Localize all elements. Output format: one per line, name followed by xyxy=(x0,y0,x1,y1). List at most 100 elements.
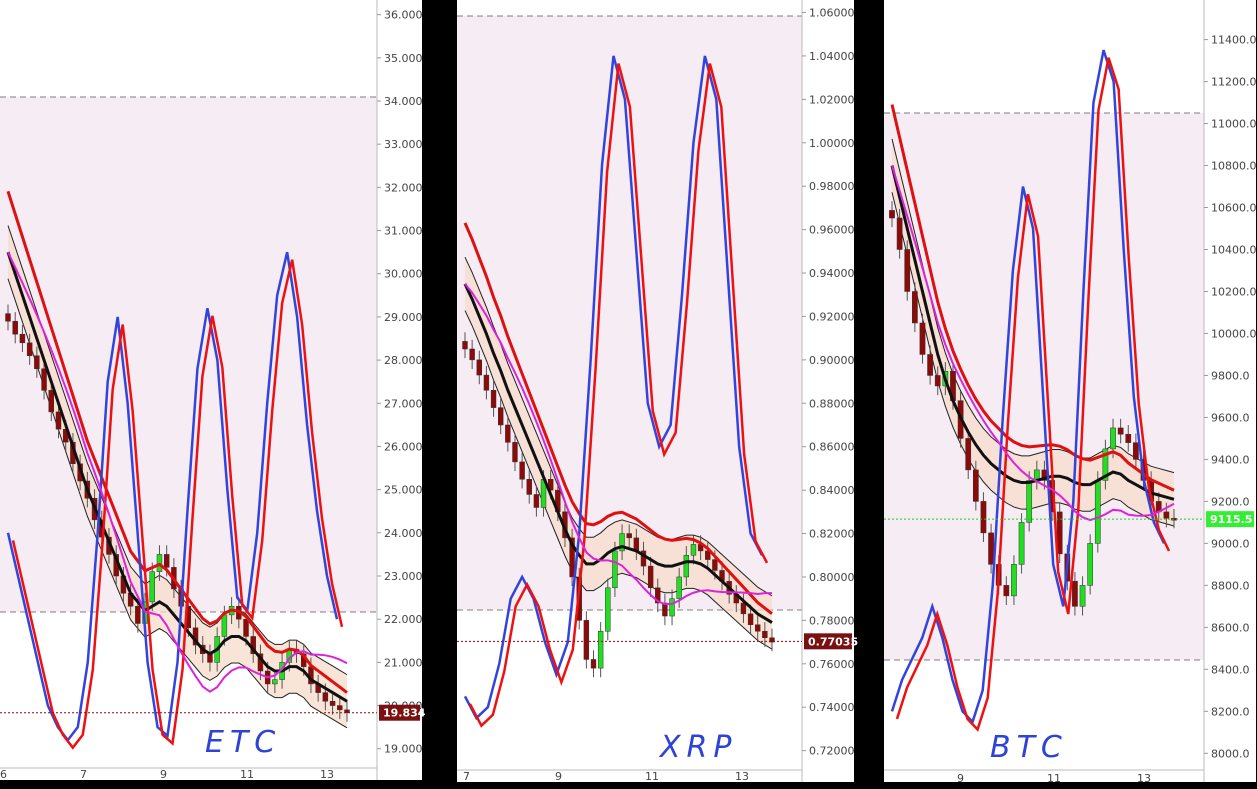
candle-body xyxy=(1163,511,1170,519)
y-tick-label: 9800.0 xyxy=(1211,369,1250,382)
candle-body xyxy=(243,618,249,637)
candle-body xyxy=(640,550,647,567)
candle-body xyxy=(934,375,941,387)
y-tick-label: 9400.0 xyxy=(1211,453,1250,466)
price-badge xyxy=(1206,511,1254,528)
slow-average-line xyxy=(6,190,348,694)
candle-body xyxy=(1003,585,1010,597)
price-badge xyxy=(379,704,420,721)
price-badge-label: 0.77035 xyxy=(808,635,858,648)
y-tick-label: 0.92000 xyxy=(809,310,855,323)
symbol-handwritten-label: XRP xyxy=(658,730,738,765)
candle-body xyxy=(135,605,141,624)
y-tick-label: 1.02000 xyxy=(809,93,855,106)
slow-average-line xyxy=(890,104,1175,492)
moving-average-line xyxy=(6,251,348,703)
candle-body xyxy=(1094,480,1101,544)
y-tick-label: 10400.0 xyxy=(1211,244,1257,257)
y-tick-label: 1.00000 xyxy=(809,137,855,150)
candle-body xyxy=(1117,427,1124,435)
y-tick-label: 8600.0 xyxy=(1211,621,1250,634)
y-tick-label: 11000.0 xyxy=(1211,118,1257,131)
candle-body xyxy=(912,291,918,324)
candle-body xyxy=(612,550,618,589)
candle-body xyxy=(476,359,482,376)
y-tick-label: 33.000 xyxy=(384,138,423,151)
moving-average-line xyxy=(890,165,1175,501)
y-tick-label: 9000.0 xyxy=(1211,537,1250,550)
y-tick-label: 22.000 xyxy=(384,613,423,626)
y-tick-label: 0.88000 xyxy=(809,397,855,410)
envelope-upper-line xyxy=(891,138,1175,474)
y-tick-label: 28.000 xyxy=(384,354,423,367)
candle-body xyxy=(927,354,933,376)
candle-body xyxy=(919,322,926,355)
candle-body xyxy=(322,692,329,702)
y-tick-label: 0.90000 xyxy=(809,354,855,367)
candle-body xyxy=(1018,522,1025,565)
y-tick-label: 0.74000 xyxy=(809,701,855,714)
candle-body xyxy=(505,424,511,443)
envelope-upper-line xyxy=(464,256,773,597)
envelope-upper-line xyxy=(7,225,348,676)
oscillator-blue-line xyxy=(890,49,1166,725)
x-tick-label: 7 xyxy=(80,768,87,781)
candle-body xyxy=(896,217,903,250)
y-tick-label: 0.98000 xyxy=(809,180,855,193)
y-tick-label: 0.94000 xyxy=(809,267,855,280)
price-badge-label: 19.834 xyxy=(383,707,426,720)
candle-body xyxy=(590,659,597,669)
y-tick-label: 32.000 xyxy=(384,181,423,194)
y-tick-label: 8200.0 xyxy=(1211,705,1250,718)
candle-body xyxy=(626,533,632,539)
candle-body xyxy=(619,533,625,552)
candle-body xyxy=(980,501,987,534)
x-tick-label: 6 xyxy=(0,768,7,781)
candle-body xyxy=(221,614,228,637)
y-tick-label: 8400.0 xyxy=(1211,663,1250,676)
candle-body xyxy=(647,565,654,589)
candle-body xyxy=(26,342,33,357)
candle-body xyxy=(740,602,747,615)
signal-magenta-line xyxy=(891,165,1175,522)
candle-body xyxy=(669,598,675,617)
candle-body xyxy=(490,390,497,408)
y-tick-label: 25.000 xyxy=(384,484,423,497)
candle-body xyxy=(762,630,768,638)
y-tick-label: 0.72000 xyxy=(809,745,855,758)
x-tick-label: 9 xyxy=(160,768,167,781)
y-tick-label: 26.000 xyxy=(384,440,423,453)
y-tick-label: 10800.0 xyxy=(1211,160,1257,173)
y-tick-label: 29.000 xyxy=(384,311,423,324)
candle-body xyxy=(462,341,468,350)
candle-body xyxy=(512,442,518,463)
candle-body xyxy=(1026,480,1033,523)
candle-body xyxy=(337,705,343,711)
oscillator-red-line xyxy=(11,259,344,750)
y-tick-label: 27.000 xyxy=(384,397,423,410)
x-tick-label: 9 xyxy=(555,770,562,783)
candle-body xyxy=(712,559,718,571)
candle-body xyxy=(583,620,590,660)
x-tick-label: 13 xyxy=(735,770,749,783)
y-tick-label: 8000.0 xyxy=(1211,747,1250,760)
price-badge xyxy=(804,633,852,650)
candle-body xyxy=(48,390,54,413)
moving-average-line xyxy=(463,283,773,624)
candle-body xyxy=(683,554,690,578)
candle-body xyxy=(526,479,532,495)
chart-panel-xrp: 1.06000 1.04000 1.02000 1.00000 0.98000 0.960… xyxy=(457,0,858,783)
price-badge-label: 9115.5 xyxy=(1210,513,1252,526)
y-tick-label: 31.000 xyxy=(384,225,423,238)
y-tick-label: 0.76000 xyxy=(809,658,855,671)
candle-body xyxy=(469,348,475,361)
candle-body xyxy=(55,411,62,430)
candle-body xyxy=(344,709,350,713)
y-tick-label: 23.000 xyxy=(384,570,423,583)
candle-body xyxy=(965,438,972,471)
y-tick-label: 0.78000 xyxy=(809,614,855,627)
x-tick-label: 9 xyxy=(957,772,964,785)
range-band xyxy=(0,97,377,612)
x-tick-label: 13 xyxy=(1137,772,1151,785)
